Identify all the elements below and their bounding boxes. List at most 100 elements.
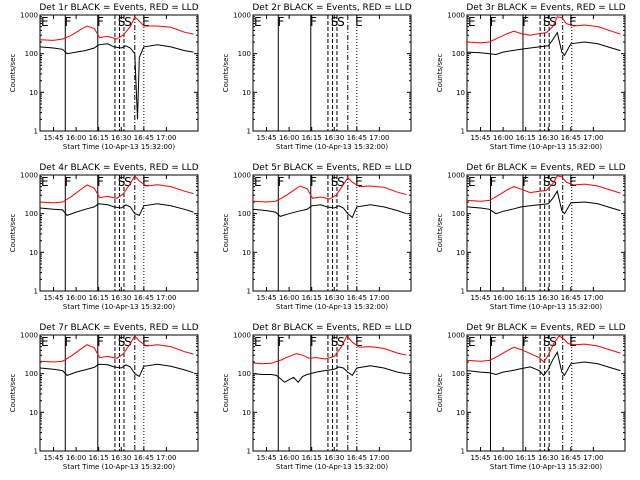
x-tick-label: 17:00 bbox=[369, 454, 389, 462]
y-axis-label: Counts/sec bbox=[9, 214, 17, 253]
y-tick-label: 100 bbox=[238, 370, 251, 378]
panel-3: Det 3r BLACK = Events, RED = LLD 1 10 100 10… bbox=[436, 3, 626, 151]
marker-f: F bbox=[64, 175, 71, 189]
marker-e: E bbox=[142, 335, 150, 349]
y-tick-label: 1 bbox=[34, 128, 38, 136]
x-tick-label: 16:00 bbox=[279, 294, 299, 302]
events-series bbox=[466, 350, 621, 377]
x-tick-label: 16:15 bbox=[516, 294, 536, 302]
marker-s: S bbox=[337, 335, 345, 349]
x-tick-label: 16:15 bbox=[302, 294, 322, 302]
x-tick-label: 15:45 bbox=[470, 134, 490, 142]
panel-9: Det 9r BLACK = Events, RED = LLD 1 10 100 10… bbox=[436, 323, 626, 471]
x-tick-label: 16:30 bbox=[538, 294, 558, 302]
events-series bbox=[39, 203, 194, 217]
marker-s: S bbox=[331, 15, 339, 29]
marker-e: E bbox=[355, 335, 363, 349]
x-axis-label: Start Time (10-Apr-13 15:32:00) bbox=[276, 463, 388, 471]
marker-e: E bbox=[569, 175, 577, 189]
y-axis-label: Counts/sec bbox=[222, 54, 230, 93]
marker-e: E bbox=[468, 335, 476, 349]
marker-f: F bbox=[522, 175, 529, 189]
y-tick-label: 10 bbox=[242, 89, 251, 97]
marker-e: E bbox=[41, 335, 49, 349]
x-tick-label: 17:00 bbox=[156, 454, 176, 462]
y-tick-label: 100 bbox=[452, 370, 465, 378]
panel-title: Det 2r BLACK = Events, RED = LLD bbox=[252, 3, 411, 13]
marker-f: F bbox=[277, 15, 284, 29]
y-tick-label: 1000 bbox=[447, 332, 465, 340]
marker-f: F bbox=[97, 335, 104, 349]
panel-title: Det 5r BLACK = Events, RED = LLD bbox=[252, 163, 411, 173]
x-tick-label: 16:15 bbox=[89, 454, 109, 462]
marker-f: F bbox=[490, 175, 497, 189]
plot-frame bbox=[466, 14, 626, 132]
x-tick-label: 17:00 bbox=[156, 294, 176, 302]
marker-f: F bbox=[310, 15, 317, 29]
panel-title: Det 8r BLACK = Events, RED = LLD bbox=[252, 323, 411, 333]
marker-s: S bbox=[124, 335, 132, 349]
marker-s: S bbox=[549, 15, 557, 29]
marker-s: S bbox=[337, 15, 345, 29]
x-tick-label: 16:00 bbox=[279, 134, 299, 142]
events-series bbox=[252, 365, 407, 383]
x-axis-label: Start Time (10-Apr-13 15:32:00) bbox=[276, 303, 388, 311]
y-tick-label: 100 bbox=[25, 210, 38, 218]
x-tick-label: 16:45 bbox=[347, 134, 367, 142]
lld-series bbox=[466, 335, 621, 363]
x-tick-label: 15:45 bbox=[43, 454, 63, 462]
x-tick-label: 16:30 bbox=[111, 454, 131, 462]
marker-e: E bbox=[41, 15, 49, 29]
marker-e: E bbox=[468, 15, 476, 29]
y-tick-label: 10 bbox=[242, 249, 251, 257]
x-tick-label: 16:45 bbox=[134, 134, 154, 142]
y-tick-label: 1000 bbox=[20, 12, 38, 20]
x-tick-label: 16:45 bbox=[134, 294, 154, 302]
x-tick-label: 15:45 bbox=[43, 294, 63, 302]
panel-title: Det 4r BLACK = Events, RED = LLD bbox=[39, 163, 198, 173]
x-tick-label: 15:45 bbox=[256, 294, 276, 302]
events-series bbox=[252, 204, 407, 219]
x-tick-label: 15:45 bbox=[470, 454, 490, 462]
panel-6: Det 6r BLACK = Events, RED = LLD 1 10 100 10… bbox=[436, 163, 626, 311]
x-tick-label: 16:15 bbox=[302, 134, 322, 142]
x-tick-label: 17:00 bbox=[156, 134, 176, 142]
x-axis-label: Start Time (10-Apr-13 15:32:00) bbox=[63, 303, 175, 311]
plot-frame bbox=[466, 334, 626, 452]
marker-f: F bbox=[277, 175, 284, 189]
events-series bbox=[466, 189, 621, 215]
y-tick-label: 10 bbox=[456, 89, 465, 97]
panel-4: Det 4r BLACK = Events, RED = LLD 1 10 100 10… bbox=[9, 163, 199, 311]
marker-s: S bbox=[543, 175, 551, 189]
marker-s: S bbox=[549, 175, 557, 189]
marker-e: E bbox=[355, 175, 363, 189]
x-tick-label: 16:00 bbox=[279, 454, 299, 462]
y-tick-label: 1 bbox=[247, 128, 251, 136]
y-axis-label: Counts/sec bbox=[436, 214, 444, 253]
marker-s: S bbox=[124, 175, 132, 189]
y-tick-label: 1000 bbox=[233, 332, 251, 340]
y-tick-label: 1000 bbox=[447, 12, 465, 20]
panel-title: Det 7r BLACK = Events, RED = LLD bbox=[39, 323, 198, 333]
y-axis-label: Counts/sec bbox=[9, 374, 17, 413]
x-tick-label: 16:30 bbox=[538, 134, 558, 142]
y-axis-label: Counts/sec bbox=[436, 374, 444, 413]
y-tick-label: 10 bbox=[29, 409, 38, 417]
events-series bbox=[466, 31, 621, 57]
panel-title: Det 6r BLACK = Events, RED = LLD bbox=[466, 163, 625, 173]
x-tick-label: 17:00 bbox=[583, 134, 603, 142]
panel-8: Det 8r BLACK = Events, RED = LLD 1 10 100 10… bbox=[222, 323, 412, 471]
x-axis-label: Start Time (10-Apr-13 15:32:00) bbox=[490, 303, 602, 311]
panel-5: Det 5r BLACK = Events, RED = LLD 1 10 100 10… bbox=[222, 163, 412, 311]
y-tick-label: 10 bbox=[456, 249, 465, 257]
x-axis-label: Start Time (10-Apr-13 15:32:00) bbox=[63, 463, 175, 471]
y-tick-label: 10 bbox=[29, 249, 38, 257]
x-axis-label: Start Time (10-Apr-13 15:32:00) bbox=[276, 143, 388, 151]
x-tick-label: 16:15 bbox=[516, 134, 536, 142]
marker-s: S bbox=[124, 15, 132, 29]
marker-e: E bbox=[41, 175, 49, 189]
marker-e: E bbox=[569, 335, 577, 349]
x-tick-label: 16:30 bbox=[324, 294, 344, 302]
y-axis-label: Counts/sec bbox=[222, 374, 230, 413]
x-tick-label: 16:30 bbox=[111, 294, 131, 302]
